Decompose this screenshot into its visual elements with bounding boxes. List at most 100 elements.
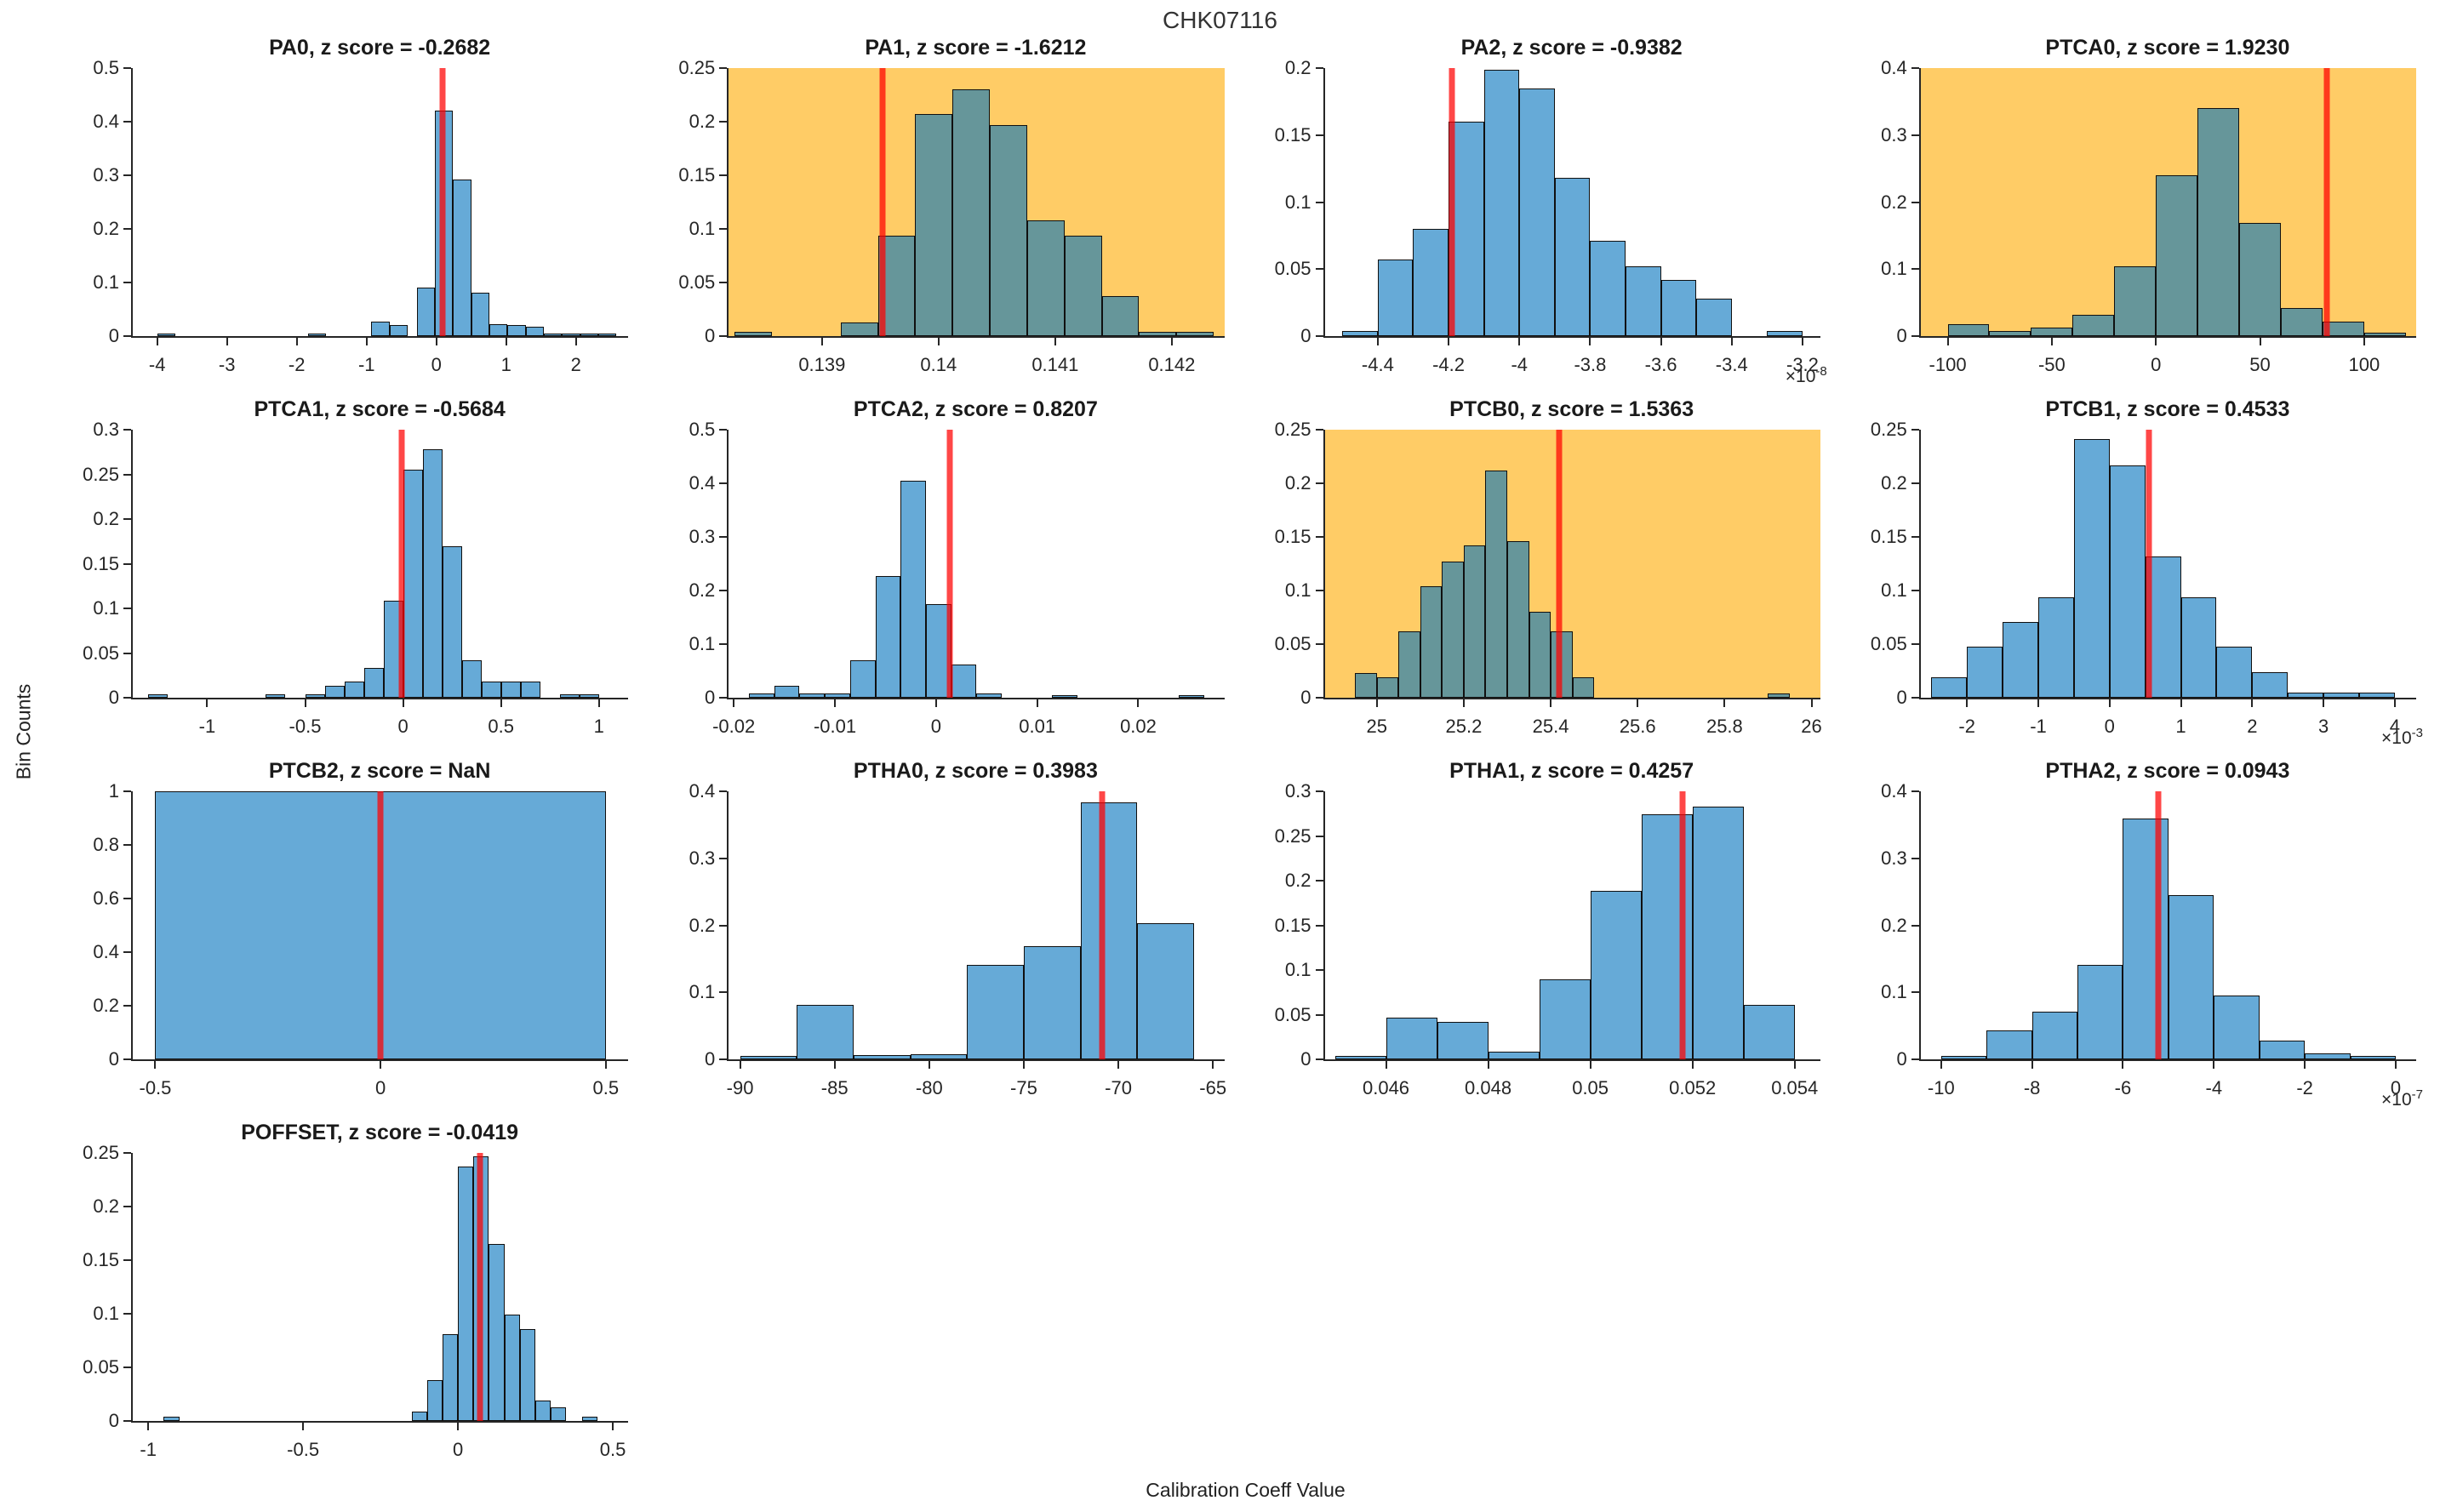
x-tick — [604, 1061, 607, 1069]
x-tick-label: -1 — [198, 716, 216, 737]
y-tick — [123, 844, 131, 846]
axes-PTHA0: 0 0.1 0.2 0.3 0.4 -90 -85 -80 -75 -70 -65 — [689, 780, 1226, 1098]
z-score-line — [1449, 68, 1455, 336]
histogram-bar — [157, 334, 175, 336]
x-tick — [1487, 1061, 1489, 1069]
histogram-bar — [2197, 108, 2240, 336]
histogram-bar — [461, 659, 482, 698]
x-tick-label: 2 — [2247, 716, 2258, 737]
y-tick — [123, 652, 131, 654]
x-tick — [1691, 1061, 1694, 1069]
x-tick-label: -1 — [357, 354, 375, 375]
x-tick — [302, 1423, 305, 1430]
y-tick-label: 0.2 — [689, 579, 716, 601]
x-tick-label: -0.02 — [712, 716, 756, 737]
y-tick-label: 0.05 — [1870, 633, 1907, 654]
y-tick-label: 0.6 — [93, 887, 119, 909]
histogram-bar — [849, 659, 876, 698]
x-tick — [2180, 699, 2182, 707]
histogram-bar — [1442, 561, 1464, 698]
y-tick-label: 0.3 — [1284, 780, 1311, 802]
x-tick-label: 0.139 — [798, 354, 846, 375]
x-tick-label: 0 — [375, 1077, 386, 1098]
x-tick-label: 2 — [570, 354, 581, 375]
z-score-line — [477, 1153, 483, 1421]
x-tick-label: -4.4 — [1361, 354, 1394, 375]
y-tick-label: 0.1 — [1284, 579, 1311, 601]
y-tick — [1315, 429, 1323, 431]
y-tick-label: 0.2 — [1881, 472, 1907, 494]
x-tick — [1054, 338, 1056, 345]
x-tick — [1375, 699, 1378, 707]
y-tick-label: 0.2 — [1881, 914, 1907, 936]
subplot-PTCB2: PTCB2, z score = NaN 0 0.2 0.4 0.6 0.8 1 -0.5 0 0… — [65, 754, 638, 1115]
x-tick-label: 0.141 — [1031, 354, 1079, 375]
y-tick — [123, 1420, 131, 1422]
histogram-bar — [2259, 1040, 2306, 1059]
histogram-bar — [1420, 585, 1443, 698]
axes-PTHA2: 0 0.1 0.2 0.3 0.4 -10 -8 -6 -4 -2 0 ×10-7 — [1881, 780, 2423, 1110]
histogram-bar — [500, 682, 521, 698]
histogram-bar — [1986, 1030, 2032, 1059]
y-tick — [123, 1367, 131, 1368]
x-tick-label: -0.5 — [289, 716, 322, 737]
y-tick-label: 0.2 — [93, 218, 119, 239]
y-tick — [123, 121, 131, 123]
subplot-PTCB1: PTCB1, z score = 0.4533 0 0.05 0.1 0.15 0.2 0.… — [1853, 392, 2426, 754]
x-tick-label: 25 — [1366, 716, 1388, 737]
y-tick-label: 0.1 — [93, 597, 119, 619]
x-tick — [937, 338, 940, 345]
y-tick — [123, 608, 131, 609]
x-tick-label: 0 — [2151, 354, 2162, 375]
y-tick — [719, 991, 728, 994]
x-tick-label: -50 — [2037, 354, 2066, 375]
z-score-line — [2146, 430, 2152, 698]
x-tick-label: -0.5 — [287, 1439, 320, 1460]
histogram-bar — [1179, 694, 1204, 698]
x-tick-label: 25.6 — [1619, 716, 1656, 737]
histogram-bar — [458, 1167, 474, 1421]
y-tick-label: 0.4 — [1881, 57, 1907, 78]
axes-PTHA1: 0 0.05 0.1 0.15 0.2 0.25 0.3 0.046 0.048 0.05 0.05… — [1275, 780, 1820, 1098]
x-tick-label: -2 — [2296, 1077, 2313, 1098]
x-tick — [1117, 1061, 1120, 1069]
y-tick — [1315, 1058, 1323, 1060]
y-tick — [1911, 134, 1919, 136]
histogram-bar — [1080, 802, 1138, 1059]
y-tick-label: 0.2 — [1284, 472, 1311, 494]
y-tick-label: 0.4 — [1881, 780, 1907, 802]
histogram-bar — [1507, 541, 1529, 698]
histogram-bar — [1519, 88, 1555, 336]
x-tick — [226, 338, 228, 345]
histogram-bar — [1376, 677, 1399, 698]
histogram-bar — [403, 470, 423, 698]
histogram-bar — [507, 325, 526, 336]
y-tick — [1911, 536, 1919, 538]
x-tick — [147, 1423, 150, 1430]
histogram-bar — [910, 1053, 968, 1059]
y-tick-label: 0.1 — [1881, 579, 1907, 601]
histogram-bar — [504, 1315, 520, 1421]
subplot-title-PTCA2: PTCA2, z score = 0.8207 — [853, 397, 1098, 421]
x-tick-label: 25.2 — [1445, 716, 1483, 737]
histogram-bar — [481, 682, 501, 698]
histogram-bar — [2109, 465, 2146, 698]
subplot-title-PTHA2: PTHA2, z score = 0.0943 — [2045, 759, 2290, 783]
histogram-bar — [1437, 1021, 1489, 1059]
x-tick — [1212, 1061, 1214, 1069]
histogram-bar — [1463, 545, 1486, 698]
y-tick-label: 1 — [108, 780, 119, 802]
y-tick-label: 0.2 — [93, 508, 119, 529]
x-tick — [435, 338, 437, 345]
histogram-bar — [1052, 695, 1078, 698]
y-tick-label: 0.3 — [1881, 847, 1907, 869]
y-tick — [1315, 536, 1323, 538]
y-tick — [719, 1058, 728, 1060]
histogram-bar — [2114, 266, 2157, 336]
histogram-bar — [1485, 470, 1507, 698]
subplot-PTHA2: PTHA2, z score = 0.0943 0 0.1 0.2 0.3 0.4 -10 -… — [1853, 754, 2426, 1115]
y-tick-label: 0.2 — [93, 1195, 119, 1217]
z-score-line — [439, 68, 446, 336]
z-score-line — [1099, 791, 1106, 1059]
histogram-bar — [1767, 330, 1803, 336]
